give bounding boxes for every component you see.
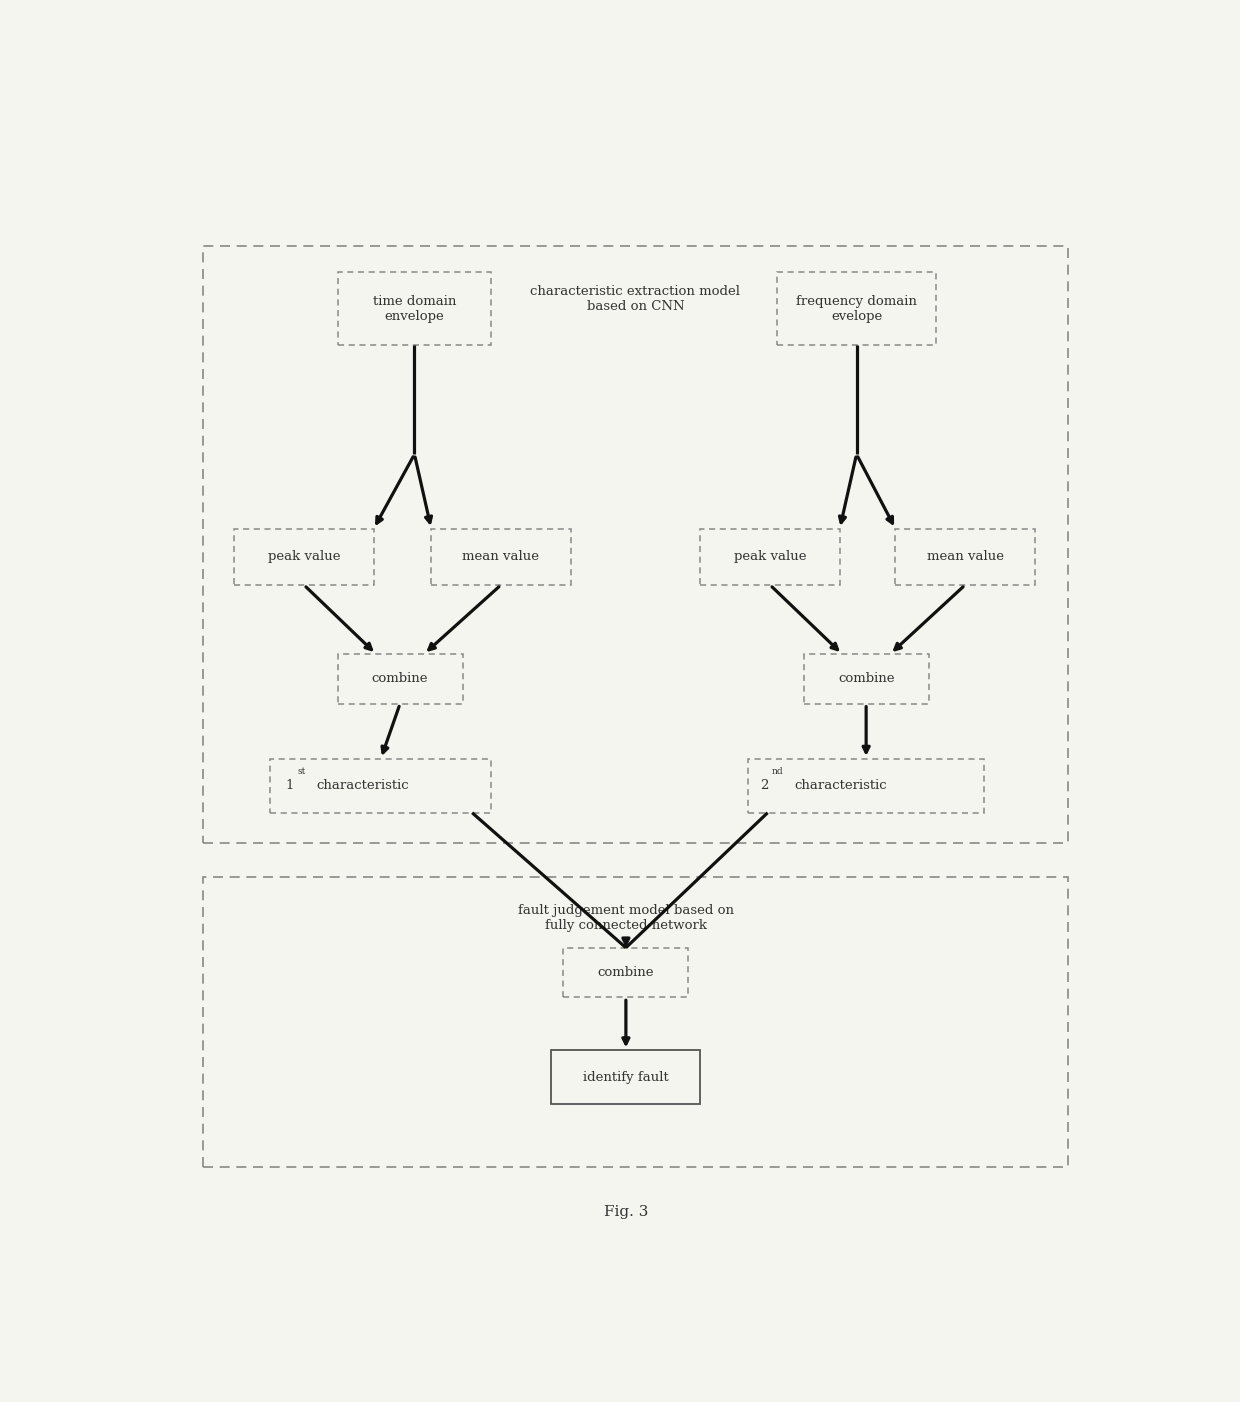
Text: frequency domain
evelope: frequency domain evelope — [796, 294, 916, 322]
Text: combine: combine — [598, 966, 655, 979]
Bar — [563, 948, 688, 997]
Text: peak value: peak value — [734, 551, 806, 564]
Bar — [234, 529, 373, 585]
Text: peak value: peak value — [268, 551, 340, 564]
Bar — [270, 758, 491, 813]
Bar — [749, 758, 983, 813]
Bar — [701, 529, 839, 585]
Text: fault judgement model based on
fully connected network: fault judgement model based on fully con… — [518, 904, 734, 932]
Bar — [337, 272, 491, 345]
Text: Fig. 3: Fig. 3 — [604, 1206, 649, 1220]
Text: st: st — [298, 767, 305, 777]
Text: characteristic extraction model
based on CNN: characteristic extraction model based on… — [531, 285, 740, 313]
Bar — [777, 272, 936, 345]
Text: identify fault: identify fault — [583, 1071, 668, 1084]
Text: characteristic: characteristic — [795, 780, 887, 792]
Bar — [804, 653, 929, 704]
Text: nd: nd — [771, 767, 784, 777]
Bar — [337, 653, 463, 704]
Text: mean value: mean value — [926, 551, 1003, 564]
Bar — [432, 529, 570, 585]
Bar — [203, 878, 1068, 1166]
Text: time domain
envelope: time domain envelope — [373, 294, 456, 322]
Text: combine: combine — [838, 673, 894, 686]
Bar — [203, 245, 1068, 843]
Text: 2: 2 — [760, 780, 769, 792]
Text: 1: 1 — [285, 780, 294, 792]
Bar — [552, 1050, 701, 1105]
Text: combine: combine — [372, 673, 428, 686]
Bar — [895, 529, 1035, 585]
Text: characteristic: characteristic — [316, 780, 409, 792]
Text: mean value: mean value — [463, 551, 539, 564]
